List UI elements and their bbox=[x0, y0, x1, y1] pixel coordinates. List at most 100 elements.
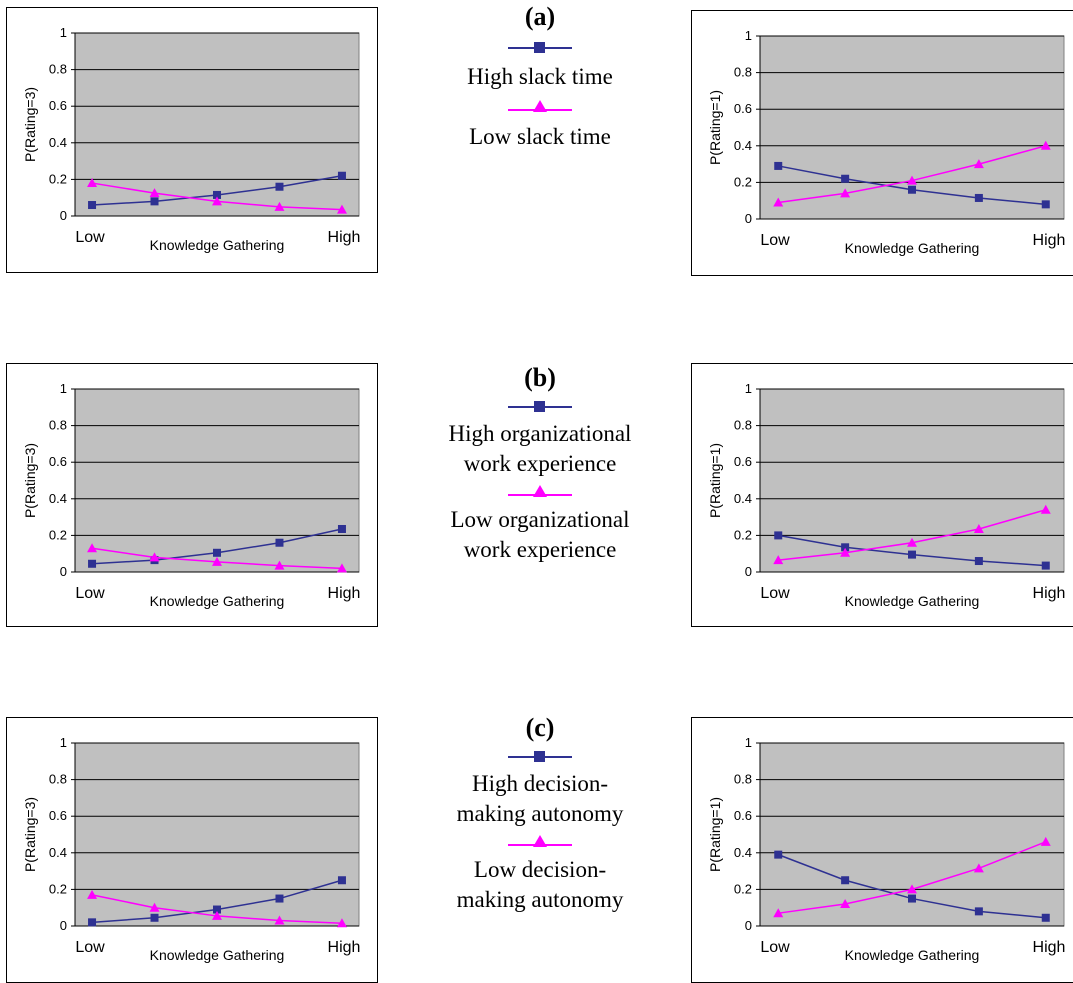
chart-a-left-series-0-point bbox=[88, 201, 97, 210]
chart-a-left-y-axis-label: P(Rating=3) bbox=[22, 87, 38, 162]
chart-c-left-series-0-point bbox=[337, 876, 346, 885]
chart-b-left-svg: 0 0.2 0.4 0.6 0.8 1 P(Rating=3) Low High Knowledg… bbox=[22, 381, 361, 609]
chart-c-right-series-1-point bbox=[1040, 836, 1051, 846]
chart-a-left-series-1-point bbox=[149, 188, 160, 198]
chart-c-left-series-1-point bbox=[212, 910, 222, 920]
chart-a-left-series-1-point bbox=[87, 178, 98, 188]
chart-b-left-y-tick-label: 0.6 bbox=[49, 454, 67, 469]
chart-b-left-x-tick-label: High bbox=[328, 585, 361, 602]
chart-b-right-y-tick-label: 0.8 bbox=[734, 418, 752, 433]
chart-c-right-svg: 0 0.2 0.4 0.6 0.8 1 P(Rating=1) Low High Knowledg… bbox=[707, 735, 1065, 963]
chart-b-right-x-axis-label: Knowledge Gathering bbox=[845, 593, 980, 609]
chart-b-left-x-axis-label: Knowledge Gathering bbox=[150, 593, 285, 609]
chart-a-right-series-1-point bbox=[907, 175, 917, 185]
chart-b-right: 0 0.2 0.4 0.6 0.8 1 P(Rating=1) Low High Knowledg… bbox=[691, 363, 1073, 627]
chart-b-right-series-1-point bbox=[907, 537, 917, 547]
chart-a-left-y-tick-label: 0.8 bbox=[49, 62, 67, 77]
chart-c-left-series-1-point bbox=[336, 918, 347, 928]
chart-a-right-svg: 0 0.2 0.4 0.6 0.8 1 P(Rating=1) Low High Knowledg… bbox=[707, 28, 1065, 256]
chart-c-right-series-0-point bbox=[908, 894, 916, 903]
chart-a-left-y-tick-label: 0 bbox=[60, 208, 67, 223]
chart-a-right-series-1-point bbox=[1040, 140, 1051, 150]
chart-c-left-x-tick-label: High bbox=[328, 939, 361, 956]
chart-c-left-series-1-point bbox=[87, 889, 98, 899]
chart-c-right-y-axis-label: P(Rating=1) bbox=[707, 797, 723, 872]
legend-c: (c) High decision- making autonomy Low d… bbox=[395, 713, 685, 915]
chart-c-left-series-1-point bbox=[274, 915, 285, 925]
chart-b-left-y-tick-label: 0 bbox=[60, 564, 67, 579]
chart-a-left-y-tick-label: 1 bbox=[60, 25, 67, 40]
chart-b-left-y-axis-label: P(Rating=3) bbox=[22, 443, 38, 518]
chart-a-left-svg: 0 0.2 0.4 0.6 0.8 1 P(Rating=3) Low High Knowledg… bbox=[22, 25, 360, 253]
chart-a-left-series-0-point bbox=[275, 182, 284, 191]
legend-a-high-marker bbox=[508, 42, 572, 53]
chart-b-right-y-tick-label: 0.4 bbox=[734, 491, 752, 506]
chart-b-right-series-0-point bbox=[841, 543, 850, 552]
chart-c-left-x-tick-label: Low bbox=[75, 939, 105, 956]
chart-c-left-series-0-point bbox=[88, 918, 97, 927]
chart-b-left-series-1-point bbox=[212, 556, 222, 566]
chart-c-right-y-tick-label: 0.8 bbox=[734, 772, 752, 787]
chart-b-right-y-tick-label: 0.2 bbox=[734, 527, 752, 542]
chart-a-right-series-1-point bbox=[840, 188, 851, 198]
legend-b-low-label-1: Low organizational bbox=[450, 507, 630, 532]
chart-a-right-y-tick-label: 0.4 bbox=[734, 138, 752, 153]
chart-a-left-x-axis-label: Knowledge Gathering bbox=[150, 237, 285, 253]
chart-a-right-series-0-point bbox=[908, 185, 916, 194]
chart-a-left-series-0-point bbox=[213, 190, 221, 199]
chart-c-right-y-tick-label: 0.4 bbox=[734, 845, 752, 860]
chart-c-right-x-axis-label: Knowledge Gathering bbox=[845, 947, 980, 963]
chart-b-right-y-axis-label: P(Rating=1) bbox=[707, 443, 723, 518]
chart-a-right-y-tick-label: 0 bbox=[745, 211, 752, 226]
legend-b-high-marker bbox=[508, 401, 572, 412]
chart-c-left-x-axis-label: Knowledge Gathering bbox=[150, 947, 285, 963]
chart-a-right-y-tick-label: 1 bbox=[745, 28, 752, 43]
legend-b-high-label-2: work experience bbox=[463, 451, 617, 476]
legend-a-low-label-1: Low slack time bbox=[469, 124, 611, 149]
chart-a-left-series-0-point bbox=[337, 171, 346, 180]
chart-a-right-x-tick-label: Low bbox=[760, 232, 790, 249]
legend-c-low-label-1: Low decision- bbox=[473, 857, 607, 882]
panel-letter-c: (c) bbox=[525, 713, 555, 742]
legend-b-high-label-1: High organizational bbox=[448, 421, 632, 446]
chart-b-left-series-0-point bbox=[88, 559, 97, 568]
chart-c-left-series-0-point bbox=[150, 913, 159, 922]
chart-c-left-y-tick-label: 0.2 bbox=[49, 881, 67, 896]
chart-c-left-y-axis-label: P(Rating=3) bbox=[22, 797, 38, 872]
chart-c-right-series-0-point bbox=[974, 907, 983, 916]
chart-b-left-y-tick-label: 0.4 bbox=[49, 491, 67, 506]
chart-b-left-series-1-point bbox=[274, 560, 285, 570]
chart-c-left-y-tick-label: 0 bbox=[60, 918, 67, 933]
chart-a-right-series-1-point bbox=[773, 197, 784, 207]
chart-a-right-series-1-point bbox=[973, 159, 984, 169]
chart-a-left-series-0-point bbox=[150, 197, 159, 206]
chart-b-right-series-1-point bbox=[973, 523, 984, 533]
chart-a-right-series-0-point bbox=[774, 161, 783, 170]
chart-b-right-series-1-point bbox=[1040, 504, 1051, 514]
chart-c-right-series-0-point bbox=[841, 876, 850, 885]
chart-b-right-series-0-point bbox=[908, 550, 916, 559]
chart-c-right-x-tick-label: Low bbox=[760, 939, 790, 956]
chart-c-right-y-tick-label: 0 bbox=[745, 918, 752, 933]
chart-c-left-series-0-point bbox=[213, 905, 221, 914]
chart-c-right-series-0-point bbox=[774, 850, 783, 859]
chart-a-left-y-tick-label: 0.4 bbox=[49, 135, 67, 150]
legend-c-high-marker bbox=[508, 751, 572, 762]
panel-letter-b: (b) bbox=[524, 363, 556, 392]
chart-a-left-y-tick-label: 0.6 bbox=[49, 98, 67, 113]
legend-b-low-label-2: work experience bbox=[463, 537, 617, 562]
chart-a-right-y-tick-label: 0.8 bbox=[734, 65, 752, 80]
chart-b-left-x-tick-label: Low bbox=[75, 585, 105, 602]
chart-c-right-series-1-point bbox=[907, 884, 917, 894]
chart-b-left-plot-area bbox=[74, 388, 360, 573]
chart-b-right-y-tick-label: 1 bbox=[745, 381, 752, 396]
chart-b-left-series-0-point bbox=[213, 548, 221, 557]
chart-c-right-y-tick-label: 1 bbox=[745, 735, 752, 750]
chart-c-left-y-tick-label: 1 bbox=[60, 735, 67, 750]
chart-b-left-series-0-point bbox=[337, 524, 346, 533]
chart-b-right-series-1-point bbox=[840, 547, 851, 557]
panel-letter-a: (a) bbox=[524, 2, 556, 31]
legend-a: (a) High slack time Low slack time bbox=[395, 2, 685, 152]
chart-a-right-x-axis-label: Knowledge Gathering bbox=[845, 240, 980, 256]
chart-c-left-series-1-point bbox=[149, 902, 160, 912]
